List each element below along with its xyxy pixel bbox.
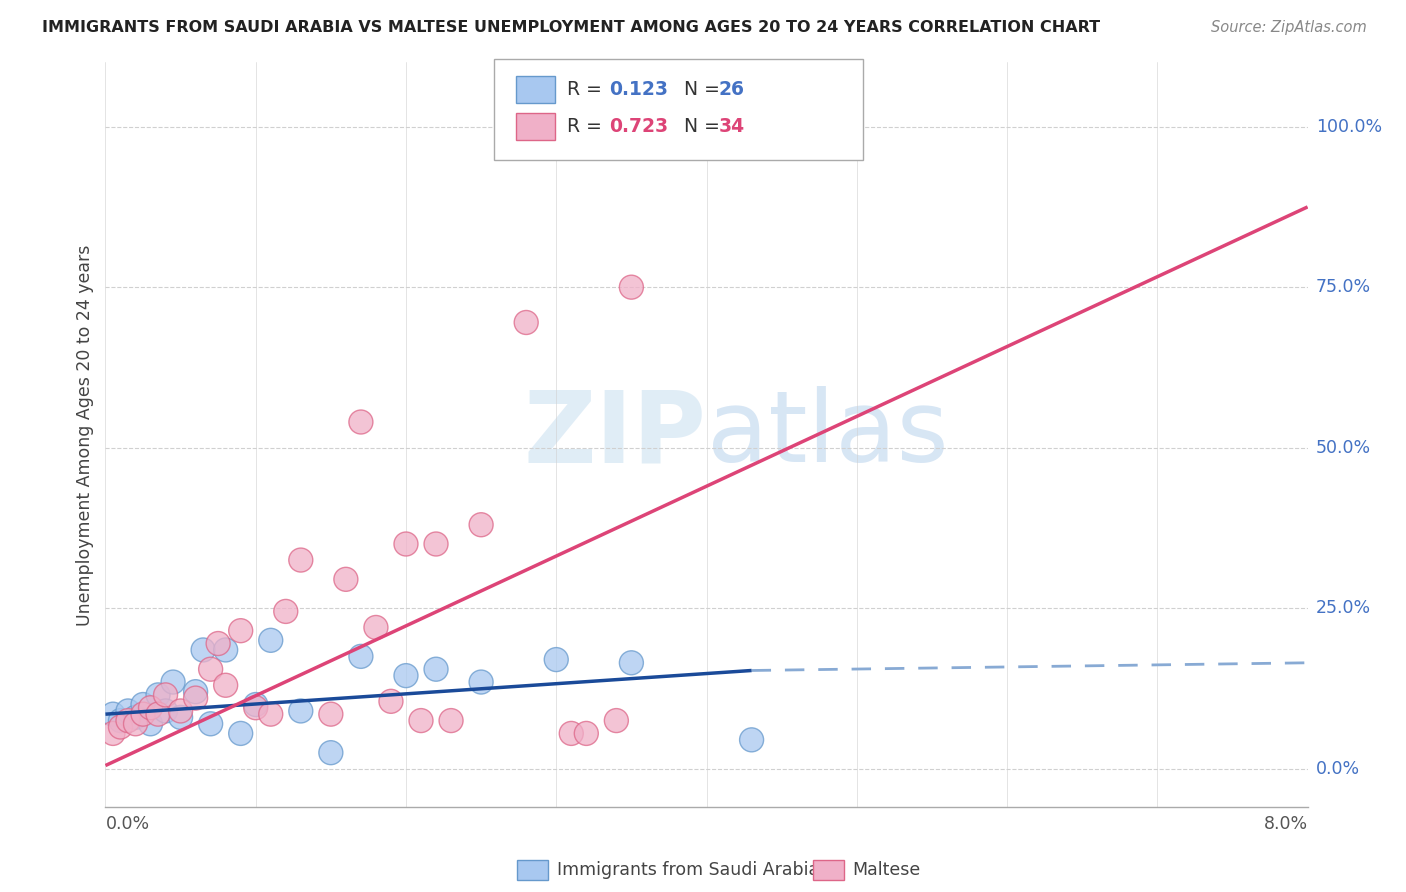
Ellipse shape [153,683,177,706]
Ellipse shape [333,567,359,591]
Ellipse shape [146,702,170,726]
Text: R =: R = [567,117,607,136]
Ellipse shape [349,644,373,668]
Text: Immigrants from Saudi Arabia: Immigrants from Saudi Arabia [557,861,818,879]
Ellipse shape [319,702,343,726]
Ellipse shape [620,275,644,299]
Ellipse shape [470,513,494,537]
Ellipse shape [740,728,763,752]
Ellipse shape [101,722,125,746]
Ellipse shape [560,722,583,746]
Ellipse shape [124,712,148,736]
Ellipse shape [364,615,388,640]
Ellipse shape [515,310,538,334]
Ellipse shape [131,692,155,716]
Ellipse shape [574,722,599,746]
Ellipse shape [124,706,148,730]
Ellipse shape [470,670,494,694]
Ellipse shape [131,702,155,726]
Ellipse shape [259,628,283,652]
Text: Maltese: Maltese [852,861,921,879]
Ellipse shape [380,690,404,714]
Text: R =: R = [567,79,607,99]
Text: IMMIGRANTS FROM SAUDI ARABIA VS MALTESE UNEMPLOYMENT AMONG AGES 20 TO 24 YEARS C: IMMIGRANTS FROM SAUDI ARABIA VS MALTESE … [42,20,1101,35]
Text: ZIP: ZIP [523,386,707,483]
Text: 0.0%: 0.0% [1316,760,1360,778]
Ellipse shape [108,708,132,732]
Text: N =: N = [672,79,725,99]
Y-axis label: Unemployment Among Ages 20 to 24 years: Unemployment Among Ages 20 to 24 years [76,244,94,625]
Text: atlas: atlas [707,386,948,483]
Ellipse shape [139,696,163,720]
Ellipse shape [229,619,253,643]
Ellipse shape [108,715,132,739]
Ellipse shape [409,708,433,732]
Ellipse shape [198,657,222,681]
Ellipse shape [162,670,186,694]
Ellipse shape [394,532,418,556]
Ellipse shape [243,696,267,720]
Ellipse shape [184,686,208,710]
Ellipse shape [191,638,215,662]
Ellipse shape [620,651,644,674]
Ellipse shape [214,638,238,662]
Ellipse shape [425,657,449,681]
Text: 75.0%: 75.0% [1316,278,1371,296]
Ellipse shape [169,699,193,723]
Ellipse shape [214,673,238,698]
Ellipse shape [605,708,628,732]
Ellipse shape [115,699,141,723]
Ellipse shape [229,722,253,746]
Ellipse shape [153,699,177,723]
Ellipse shape [169,706,193,730]
Ellipse shape [146,683,170,706]
Ellipse shape [274,599,298,624]
Text: 0.0%: 0.0% [105,815,149,833]
Ellipse shape [198,712,222,736]
Ellipse shape [319,740,343,764]
Text: 25.0%: 25.0% [1316,599,1371,617]
Ellipse shape [439,708,463,732]
Ellipse shape [544,648,568,672]
Ellipse shape [288,699,312,723]
Ellipse shape [349,410,373,434]
Text: 100.0%: 100.0% [1316,118,1382,136]
Text: 0.723: 0.723 [609,117,668,136]
Ellipse shape [139,712,163,736]
Text: 0.123: 0.123 [609,79,668,99]
Ellipse shape [115,708,141,732]
Ellipse shape [207,632,231,656]
Ellipse shape [425,532,449,556]
Ellipse shape [243,692,267,716]
Ellipse shape [288,548,312,572]
Text: N =: N = [672,117,725,136]
Ellipse shape [101,702,125,726]
Ellipse shape [259,702,283,726]
Text: 26: 26 [718,79,744,99]
Text: 8.0%: 8.0% [1264,815,1308,833]
Ellipse shape [184,680,208,704]
Ellipse shape [544,112,568,136]
Text: 34: 34 [718,117,745,136]
Ellipse shape [394,664,418,688]
Text: Source: ZipAtlas.com: Source: ZipAtlas.com [1211,20,1367,35]
Text: 50.0%: 50.0% [1316,439,1371,457]
